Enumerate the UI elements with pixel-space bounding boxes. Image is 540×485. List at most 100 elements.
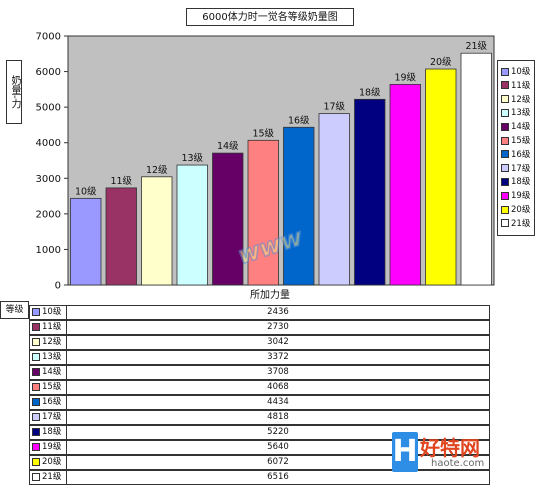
bar-data-label: 21级	[465, 40, 487, 52]
legend-label: 10级	[511, 67, 531, 77]
bar-data-label: 19级	[394, 71, 416, 83]
bar	[460, 52, 492, 286]
table-row-header: 等级	[0, 301, 29, 319]
table-row: 12级 3042	[29, 335, 490, 350]
table-swatch	[32, 457, 40, 466]
legend-item: 12级	[501, 95, 530, 106]
legend-label: 18级	[511, 177, 531, 188]
bar	[354, 98, 386, 286]
bar-data-label: 16级	[288, 114, 310, 126]
legend-item: 15级	[501, 136, 530, 147]
table-category-cell: 20级	[29, 455, 66, 470]
legend-label: 16级	[511, 149, 531, 160]
bar-data-label: 10级	[75, 185, 97, 197]
bar	[70, 197, 102, 286]
table-swatch	[32, 472, 40, 481]
table-value-cell: 4434	[66, 395, 490, 410]
legend-swatch	[501, 67, 509, 76]
legend-label: 19级	[511, 191, 531, 202]
y-tick-label: 7000	[36, 32, 61, 43]
legend-item: 16级	[501, 150, 530, 161]
table-value-cell: 3372	[66, 350, 490, 365]
table-category-cell: 12级	[29, 335, 66, 350]
legend-swatch	[501, 191, 509, 200]
bar	[105, 187, 137, 286]
watermark-logo: www	[234, 222, 308, 271]
table-category-label: 16级	[42, 397, 62, 407]
table-value-cell: 3042	[66, 335, 490, 350]
table-swatch	[32, 352, 40, 361]
table-category-cell: 16级	[29, 395, 66, 410]
legend-label: 17级	[511, 163, 531, 174]
table-category-label: 20级	[42, 457, 62, 467]
legend-label: 14级	[511, 122, 531, 133]
table-value-cell: 6516	[66, 470, 490, 485]
table-swatch	[32, 337, 40, 346]
site-url: haote.com	[431, 458, 485, 469]
table-category-label: 21级	[42, 472, 62, 482]
legend-label: 21级	[511, 218, 531, 229]
table-category-label: 10级	[42, 307, 62, 317]
legend-label: 11级	[511, 80, 531, 91]
table-category-cell: 21级	[29, 470, 66, 485]
bar	[176, 164, 208, 286]
table-category-label: 17级	[42, 412, 62, 422]
table-value-cell: 5640	[66, 440, 490, 455]
table-swatch	[32, 322, 40, 331]
svg-text:www: www	[234, 222, 307, 269]
plot-background	[67, 35, 495, 286]
table-category-cell: 13级	[29, 350, 66, 365]
table-category-cell: 17级	[29, 410, 66, 425]
legend-item: 17级	[501, 164, 530, 175]
legend-swatch	[501, 219, 509, 228]
legend-label: 12级	[511, 94, 531, 105]
legend-swatch	[501, 150, 509, 159]
table-swatch	[32, 397, 40, 406]
table-row: 13级 3372	[29, 350, 490, 365]
table-category-cell: 10级	[29, 305, 66, 320]
legend-label: 13级	[511, 108, 531, 119]
y-axis-label: 奶量-力	[6, 60, 22, 124]
table-row: 16级 4434	[29, 395, 490, 410]
table-swatch	[32, 427, 40, 436]
legend-swatch	[501, 108, 509, 117]
y-tick-label: 0	[55, 281, 61, 292]
table-category-cell: 11级	[29, 320, 66, 335]
y-tick-label: 6000	[36, 67, 61, 78]
table-row: 18级 5220	[29, 425, 490, 440]
table-swatch	[32, 367, 40, 376]
table-value-cell: 5220	[66, 425, 490, 440]
legend-item: 10级	[501, 67, 530, 78]
table-value-cell: 2436	[66, 305, 490, 320]
table-row: 19级 5640	[29, 440, 490, 455]
table-swatch	[32, 442, 40, 451]
legend-label: 15级	[511, 136, 531, 146]
y-tick-label: 4000	[36, 138, 61, 149]
legend-item: 20级	[501, 205, 530, 216]
table-row: 11级 2730	[29, 320, 490, 335]
table-row: 20级 6072	[29, 455, 490, 470]
legend-item: 13级	[501, 108, 530, 119]
plot-area: 0 1000 2000 3000 4000 5000 6000 7000 10级 11级 12级 13…	[36, 32, 495, 292]
bar-data-label: 20级	[430, 56, 452, 68]
bar-data-label: 13级	[181, 152, 203, 164]
legend-item: 14级	[501, 122, 530, 133]
table-row: 15级 4068	[29, 380, 490, 395]
table-category-label: 11级	[42, 322, 62, 332]
site-name: 好特网	[420, 436, 480, 460]
table-category-cell: 14级	[29, 365, 66, 380]
legend-label: 20级	[511, 205, 531, 215]
bar-data-label: 14级	[217, 140, 239, 152]
table-value-cell: 2730	[66, 320, 490, 335]
bar-data-label: 11级	[110, 175, 132, 187]
legend-swatch	[501, 95, 509, 104]
table-swatch	[32, 412, 40, 421]
bar-data-label: 18级	[359, 86, 381, 98]
table-category-label: 19级	[42, 442, 62, 452]
chart-title: 6000体力时一觉各等级奶量图	[186, 8, 354, 26]
legend-item: 21级	[501, 219, 530, 230]
legend-swatch	[501, 122, 509, 131]
y-tick-label: 1000	[36, 245, 61, 256]
y-tick-label: 5000	[36, 103, 61, 114]
table-category-label: 15级	[42, 382, 62, 392]
